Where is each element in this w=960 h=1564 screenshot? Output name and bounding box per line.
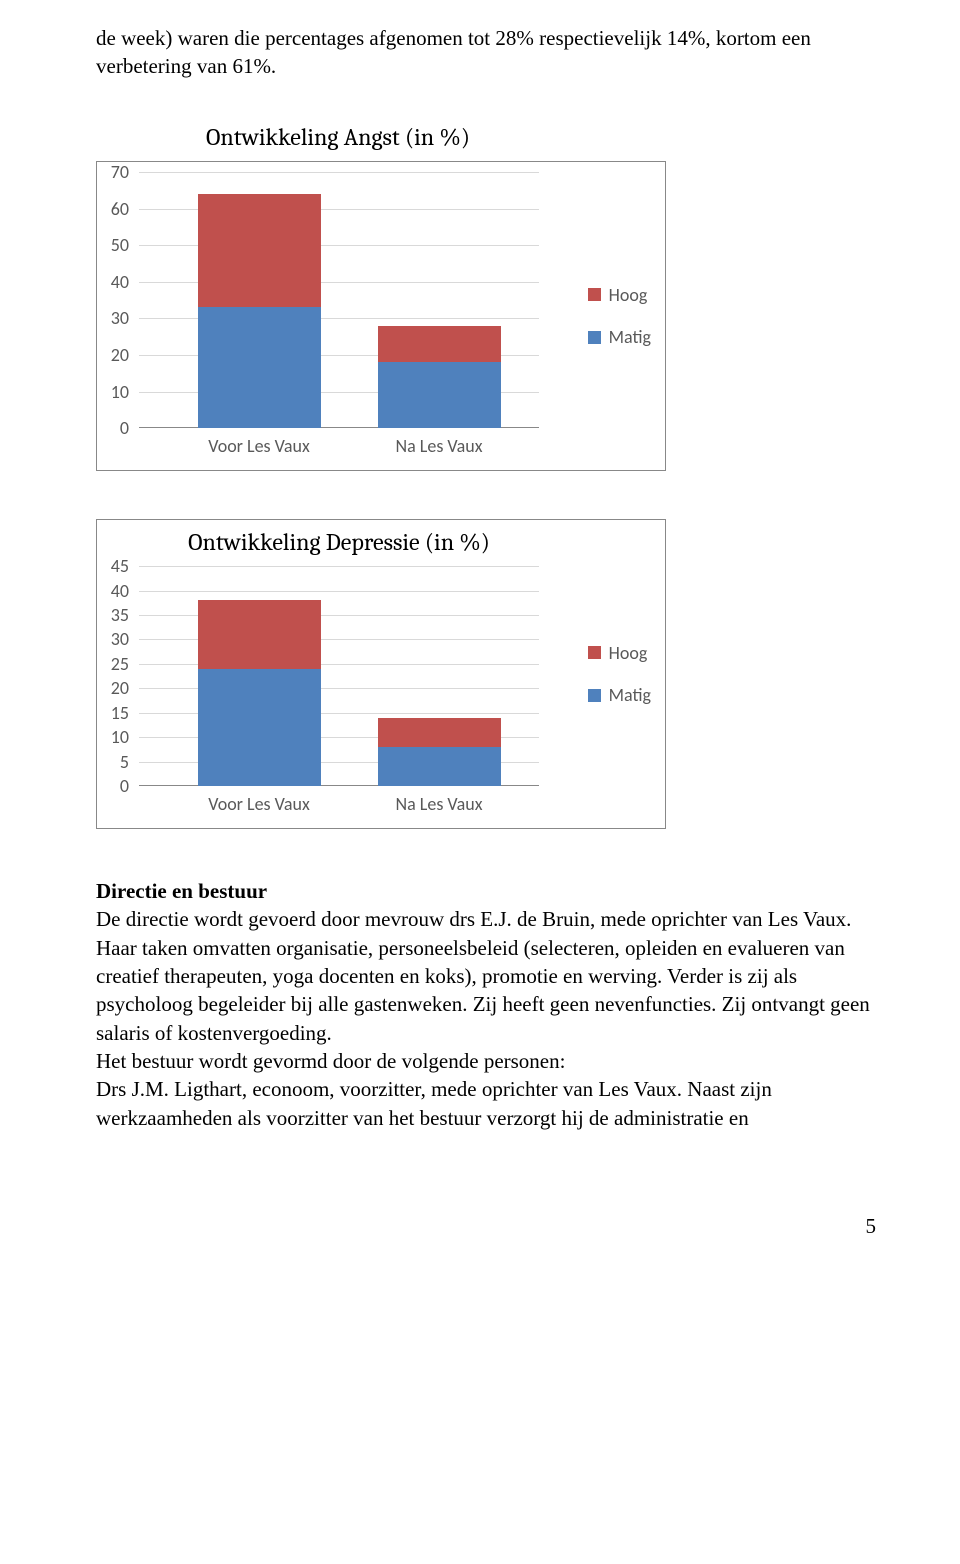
legend-item: Hoog xyxy=(588,283,651,307)
body-paragraph-1: De directie wordt gevoerd door mevrouw d… xyxy=(96,905,880,1047)
legend-label: Hoog xyxy=(609,641,648,665)
intro-paragraph: de week) waren die percentages afgenomen… xyxy=(96,24,880,81)
legend-swatch xyxy=(588,689,601,702)
body-paragraph-3: Drs J.M. Ligthart, econoom, voorzitter, … xyxy=(96,1075,880,1132)
legend-swatch xyxy=(588,646,601,659)
chart-depressie-y-axis: 051015202530354045 xyxy=(97,520,133,828)
y-tick-label: 10 xyxy=(97,379,129,403)
y-tick-label: 35 xyxy=(97,603,129,627)
legend-label: Matig xyxy=(609,325,651,349)
bar-segment-hoog xyxy=(378,326,501,363)
chart-angst-legend: Hoog Matig xyxy=(588,162,665,470)
legend-swatch xyxy=(588,288,601,301)
chart-angst-plot xyxy=(139,172,539,428)
y-tick-label: 25 xyxy=(97,652,129,676)
y-tick-label: 30 xyxy=(97,627,129,651)
bar xyxy=(378,718,501,786)
y-tick-label: 70 xyxy=(97,160,129,184)
x-tick-label: Na Les Vaux xyxy=(395,792,482,816)
chart-angst: Ontwikkeling Angst (in %) 0 10 20 30 40 50 60 7… xyxy=(96,121,880,471)
bar-segment-matig xyxy=(378,747,501,786)
y-tick-label: 5 xyxy=(97,749,129,773)
bar xyxy=(378,326,501,428)
chart-angst-title: Ontwikkeling Angst (in %) xyxy=(138,121,538,153)
chart-depressie-legend: Hoog Matig xyxy=(588,520,665,828)
legend-item: Matig xyxy=(588,683,651,707)
gridline xyxy=(139,566,539,567)
body-text: Directie en bestuur De directie wordt ge… xyxy=(96,877,880,1132)
legend-label: Matig xyxy=(609,683,651,707)
y-tick-label: 30 xyxy=(97,306,129,330)
legend-item: Hoog xyxy=(588,641,651,665)
y-tick-label: 0 xyxy=(97,774,129,798)
y-tick-label: 20 xyxy=(97,676,129,700)
bar-segment-matig xyxy=(198,669,321,786)
section-heading: Directie en bestuur xyxy=(96,877,880,905)
y-tick-label: 40 xyxy=(97,270,129,294)
bar-segment-hoog xyxy=(198,600,321,668)
legend-swatch xyxy=(588,331,601,344)
y-tick-label: 50 xyxy=(97,233,129,257)
bar-segment-hoog xyxy=(198,194,321,307)
y-tick-label: 40 xyxy=(97,578,129,602)
chart-angst-frame: 0 10 20 30 40 50 60 70 Voor Les Vaux Na Les Vaux… xyxy=(96,161,666,471)
bar-segment-hoog xyxy=(378,718,501,747)
bar xyxy=(198,600,321,786)
chart-depressie: Ontwikkeling Depressie (in %) 0510152025… xyxy=(96,519,880,829)
body-paragraph-2: Het bestuur wordt gevormd door de volgen… xyxy=(96,1047,880,1075)
legend-label: Hoog xyxy=(609,283,648,307)
y-tick-label: 10 xyxy=(97,725,129,749)
y-tick-label: 15 xyxy=(97,701,129,725)
bar xyxy=(198,194,321,428)
gridline xyxy=(139,172,539,173)
chart-angst-y-axis: 0 10 20 30 40 50 60 70 xyxy=(97,162,133,470)
chart-depressie-title: Ontwikkeling Depressie (in %) xyxy=(139,526,539,558)
x-tick-label: Na Les Vaux xyxy=(395,434,482,458)
legend-item: Matig xyxy=(588,325,651,349)
bar-segment-matig xyxy=(378,362,501,428)
bar-segment-matig xyxy=(198,307,321,428)
x-tick-label: Voor Les Vaux xyxy=(208,792,310,816)
chart-depressie-plot xyxy=(139,566,539,786)
y-tick-label: 60 xyxy=(97,196,129,220)
y-tick-label: 0 xyxy=(97,416,129,440)
x-tick-label: Voor Les Vaux xyxy=(208,434,310,458)
y-tick-label: 20 xyxy=(97,343,129,367)
chart-depressie-frame: Ontwikkeling Depressie (in %) 0510152025… xyxy=(96,519,666,829)
page-number: 5 xyxy=(96,1212,880,1240)
y-tick-label: 45 xyxy=(97,554,129,578)
gridline xyxy=(139,591,539,592)
